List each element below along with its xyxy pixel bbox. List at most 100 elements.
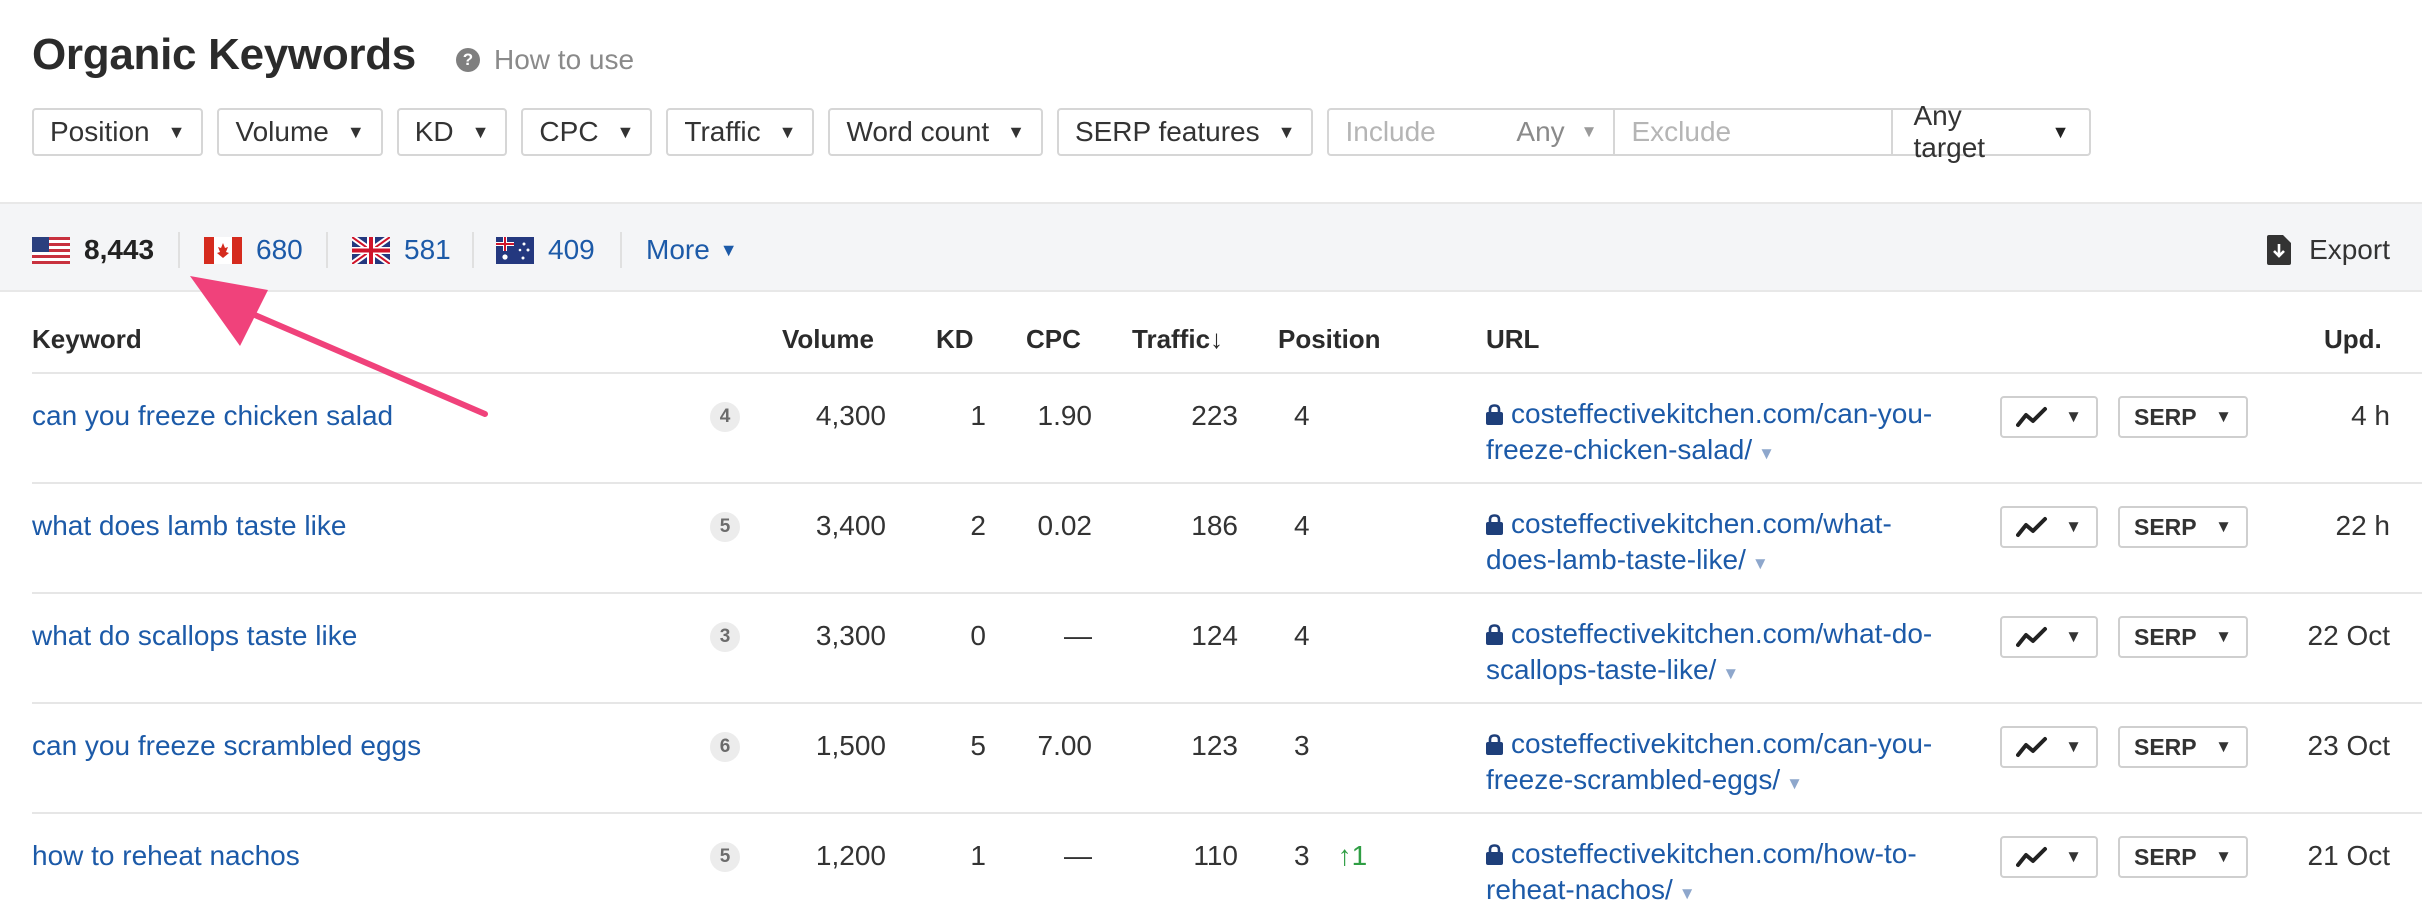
country-canada[interactable]: 680 [204,234,303,266]
serp-label: SERP [2134,623,2197,650]
url-menu-caret-icon[interactable]: ▼ [1751,554,1769,573]
caret-down-icon: ▼ [2051,121,2070,142]
url-menu-caret-icon[interactable]: ▼ [1722,664,1740,683]
filter-serp-features-label: SERP features [1074,116,1260,147]
caret-down-icon: ▼ [1277,121,1296,142]
table-row: what does lamb taste like 5 3,400 2 0.02 186 4… [0,484,2422,594]
url-link[interactable]: costeffectivekitchen.com/can-you-freeze-… [1486,726,1956,802]
serp-label: SERP [2134,403,2197,430]
url-line-2: scallops-taste-like/ [1486,654,1717,685]
caret-down-icon: ▼ [2215,407,2232,426]
serp-dropdown[interactable]: SERP ▼ [2118,616,2248,658]
lock-icon [1486,624,1503,645]
country-australia[interactable]: 409 [496,234,595,266]
include-input[interactable]: Include Any ▼ [1329,110,1616,154]
traffic-value: 110 [1193,840,1238,871]
url-menu-caret-icon[interactable]: ▼ [1786,774,1803,793]
trend-chart-dropdown[interactable]: ▼ [2000,506,2098,548]
url-link[interactable]: costeffectivekitchen.com/what-does-lamb-… [1486,506,1956,582]
trend-chart-dropdown[interactable]: ▼ [2000,396,2098,438]
trend-chart-icon [2016,737,2047,757]
canada-flag-icon [204,236,242,264]
serp-dropdown[interactable]: SERP ▼ [2118,836,2248,878]
cpc-value: 0.02 [1037,510,1093,541]
keyword-link[interactable]: what does lamb taste like [32,510,347,541]
keyword-link[interactable]: what do scallops taste like [32,620,358,651]
how-to-use-label: How to use [494,44,635,75]
caret-down-icon: ▼ [2065,737,2082,756]
url-link[interactable]: costeffectivekitchen.com/how-to-reheat-n… [1486,836,1956,912]
caret-down-icon: ▼ [2065,517,2082,536]
filter-cpc[interactable]: CPC ▼ [521,108,653,156]
url-menu-caret-icon[interactable]: ▼ [1678,884,1696,903]
traffic-value: 124 [1191,620,1238,651]
column-header-keyword[interactable]: Keyword [32,324,142,354]
position-value: 3 ↑1 [1294,840,1367,872]
url-menu-caret-icon[interactable]: ▼ [1758,444,1775,463]
column-header-cpc[interactable]: CPC [1026,324,1081,354]
filter-position-label: Position [50,116,150,147]
how-to-use-link[interactable]: ? How to use [456,44,634,76]
export-button[interactable]: Export [2267,234,2390,266]
keyword-link[interactable]: can you freeze chicken salad [32,400,394,431]
keyword-link[interactable]: can you freeze scrambled eggs [32,730,422,761]
exclude-input[interactable]: Exclude [1615,110,1894,154]
kd-value: 1 [970,400,986,431]
divider [32,592,2422,594]
column-header-updated[interactable]: Upd. [2324,324,2382,354]
trend-chart-dropdown[interactable]: ▼ [2000,616,2098,658]
caret-down-icon: ▼ [167,121,186,142]
table-row: how to reheat nachos 5 1,200 1 — 110 3 ↑1 costef… [0,814,2422,924]
divider [326,232,328,268]
serp-dropdown[interactable]: SERP ▼ [2118,726,2248,768]
serp-dropdown[interactable]: SERP ▼ [2118,396,2248,438]
country-count: 680 [256,234,303,265]
include-mode-select[interactable]: Any ▼ [1516,116,1597,148]
caret-down-icon: ▼ [346,121,365,142]
country-us[interactable]: 8,443 [32,234,154,266]
keyword-link[interactable]: how to reheat nachos [32,840,300,871]
lock-icon [1486,404,1503,425]
trend-chart-dropdown[interactable]: ▼ [2000,836,2098,878]
traffic-value: 186 [1191,510,1238,541]
url-link[interactable]: costeffectivekitchen.com/can-you-freeze-… [1486,396,1956,472]
filter-serp-features[interactable]: SERP features ▼ [1056,108,1314,156]
cpc-value: — [1064,840,1092,871]
traffic-value: 123 [1191,730,1238,761]
position-number: 3 [1294,730,1310,761]
more-countries-button[interactable]: More ▼ [646,234,738,266]
filter-volume[interactable]: Volume ▼ [217,108,383,156]
filter-kd[interactable]: KD ▼ [396,108,508,156]
position-number: 3 [1294,840,1310,871]
trend-chart-icon [2016,627,2047,647]
url-line-1: costeffectivekitchen.com/can-you- [1511,728,1933,759]
volume-value: 3,300 [815,620,886,651]
filter-position[interactable]: Position ▼ [32,108,204,156]
column-header-url[interactable]: URL [1486,324,1540,354]
caret-down-icon: ▼ [2215,517,2232,536]
filter-word-count[interactable]: Word count ▼ [828,108,1043,156]
serp-dropdown[interactable]: SERP ▼ [2118,506,2248,548]
divider [472,232,474,268]
word-count-badge: 5 [710,512,740,542]
column-header-volume[interactable]: Volume [782,324,874,354]
divider [32,812,2422,814]
column-header-position[interactable]: Position [1278,324,1381,354]
position-value: 3 [1294,730,1338,762]
filter-traffic[interactable]: Traffic ▼ [666,108,815,156]
position-change: ↑1 [1337,840,1368,871]
caret-down-icon: ▼ [2215,847,2232,866]
uk-flag-icon [352,236,390,264]
column-header-traffic[interactable]: Traffic↓ [1132,324,1223,355]
updated-value: 23 Oct [2307,730,2390,761]
country-count: 8,443 [84,234,155,265]
caret-down-icon: ▼ [778,121,797,142]
column-header-kd[interactable]: KD [936,324,974,354]
target-label: Any target [1913,100,1986,163]
url-link[interactable]: costeffectivekitchen.com/what-do-scallop… [1486,616,1956,692]
country-uk[interactable]: 581 [352,234,451,266]
target-select[interactable]: Any target ▼ [1893,100,2089,163]
position-number: 4 [1294,510,1310,541]
lock-icon [1486,514,1503,535]
trend-chart-dropdown[interactable]: ▼ [2000,726,2098,768]
